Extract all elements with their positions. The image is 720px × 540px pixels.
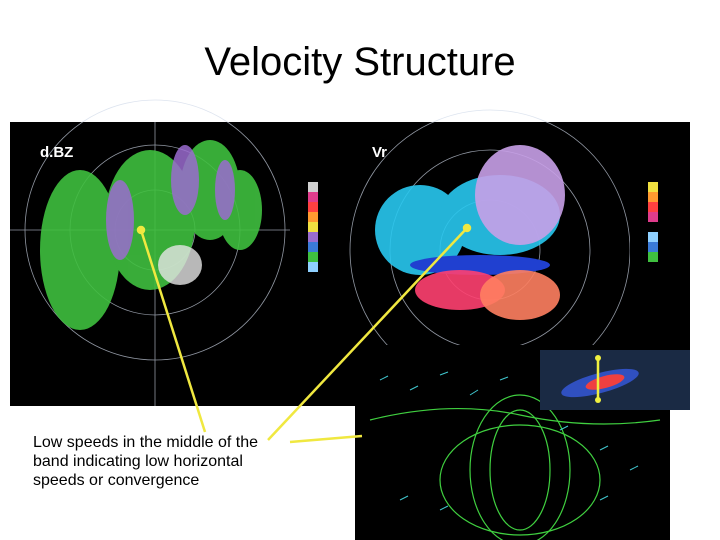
slide-title: Velocity Structure [204, 40, 516, 84]
pointer-lines [136, 223, 472, 444]
cross-section-image [355, 345, 690, 540]
panel-label: Vr [372, 144, 387, 161]
panel-label: d.BZ [40, 144, 73, 161]
caption: Low speeds in the middle of the band ind… [33, 434, 259, 489]
dbz-radar-image: d.BZ [10, 99, 350, 406]
